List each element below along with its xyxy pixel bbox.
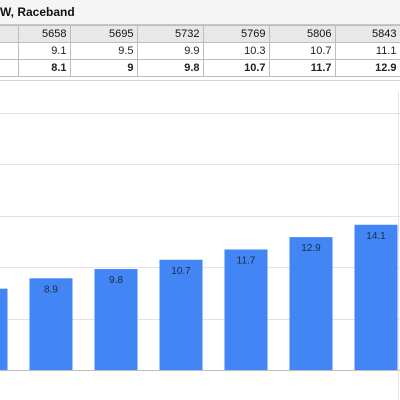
chart-bar[interactable] — [224, 249, 268, 370]
table-cell[interactable] — [0, 59, 19, 77]
table-title-row: W, Raceband — [0, 0, 400, 25]
table-row: 9.1 9.5 9.9 10.3 10.7 11.1 — [0, 42, 400, 60]
table-cell[interactable]: 12.9 — [334, 59, 400, 77]
bar-data-label: 10.7 — [171, 266, 191, 277]
bar-chart: 8.9 9.8 10.7 11.7 12.9 14.1 — [0, 92, 400, 400]
table-row: 8.1 9 9.8 10.7 11.7 12.9 — [0, 59, 400, 77]
table-cell[interactable]: 10.7 — [202, 59, 270, 77]
chart-bar[interactable] — [159, 259, 203, 370]
header-cell[interactable]: 5732 — [136, 25, 204, 43]
table-cell[interactable]: 11.1 — [334, 42, 400, 60]
divider — [0, 80, 400, 81]
table-cell[interactable]: 8.1 — [17, 59, 71, 77]
chart-bar[interactable] — [289, 237, 333, 370]
table-cell[interactable] — [0, 42, 19, 60]
chart-canvas: 8.9 9.8 10.7 11.7 12.9 14.1 — [0, 92, 400, 400]
table-cell[interactable]: 9.9 — [136, 42, 204, 60]
chart-bar[interactable] — [0, 288, 8, 370]
table-cell[interactable]: 9.5 — [69, 42, 138, 60]
bar-data-label: 9.8 — [109, 275, 123, 286]
chart-bar[interactable] — [354, 224, 398, 370]
table-cell[interactable]: 9 — [69, 59, 138, 77]
header-row: 5658 5695 5732 5769 5806 5843 — [0, 25, 400, 43]
table-cell[interactable]: 10.3 — [202, 42, 270, 60]
table-cell[interactable]: 10.7 — [268, 42, 336, 60]
chart-bar[interactable] — [29, 278, 73, 370]
table-title[interactable]: W, Raceband — [0, 5, 75, 19]
bar-data-label: 12.9 — [301, 243, 321, 254]
header-cell[interactable] — [0, 25, 19, 43]
table-cell[interactable]: 11.7 — [268, 59, 336, 77]
header-cell[interactable]: 5769 — [202, 25, 270, 43]
frequency-grid: 5658 5695 5732 5769 5806 5843 9.1 9.5 9.… — [0, 25, 400, 77]
table-cell[interactable]: 9.1 — [17, 42, 71, 60]
table-cell[interactable]: 9.8 — [136, 59, 204, 77]
bar-data-label: 14.1 — [366, 231, 386, 242]
header-cell[interactable]: 5843 — [334, 25, 400, 43]
header-cell[interactable]: 5658 — [17, 25, 71, 43]
chart-bar[interactable] — [94, 269, 138, 370]
spreadsheet-table: W, Raceband 5658 5695 5732 5769 5806 584… — [0, 0, 400, 88]
header-cell[interactable]: 5806 — [268, 25, 336, 43]
bar-data-label: 8.9 — [44, 284, 58, 295]
header-cell[interactable]: 5695 — [69, 25, 138, 43]
bar-data-label: 11.7 — [237, 255, 256, 266]
